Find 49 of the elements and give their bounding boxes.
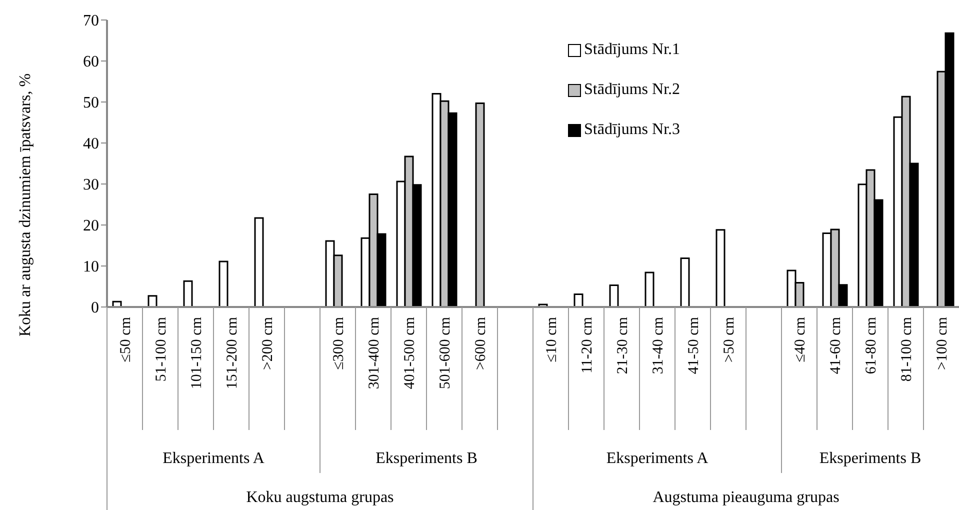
bar [254,217,264,307]
text: Koku augstuma grupas [246,489,394,506]
y-tick-label: 30 [83,176,99,194]
y-tick-label: 50 [83,94,99,112]
x-tick-label: ≤50 cm [118,316,134,362]
bar [609,284,619,307]
y-tick-label: 70 [83,12,99,30]
bar [218,260,228,307]
x-tick-label: ≤300 cm [330,316,347,370]
x-tick-label: 41-50 cm [686,316,702,374]
x-tick-label: 81-100 cm [898,316,915,382]
x-tick-label: 41-60 cm [828,316,844,374]
text: Eksperiments B [376,450,478,467]
legend-label: Stādījums Nr.2 [584,81,680,99]
bar [716,229,726,307]
x-tick-label: >50 cm [721,316,738,363]
y-tick-label: 60 [83,54,99,71]
x-tick-label: 151-200 cm [224,316,240,390]
x-tick-label: 101-150 cm [188,316,205,390]
bar [183,280,193,307]
x-tick-label: >200 cm [260,316,276,370]
bar [680,257,690,307]
x-tick-label: ≤40 cm [792,316,808,362]
x-tick-label: 301-400 cm [366,316,382,390]
y-tick-label: 0 [91,300,99,317]
bar [148,295,158,307]
x-tick-label: ≤10 cm [544,316,560,362]
text: Eksperiments B [819,450,922,467]
y-tick-label: 10 [83,258,99,276]
text: Augstuma pieauguma grupas [652,489,840,506]
bar [574,294,584,307]
text: Eksperiments A [162,450,265,467]
x-tick-label: >600 cm [472,316,489,370]
x-tick-label: >100 cm [934,316,950,370]
legend-label: Stādījums Nr.1 [584,41,680,59]
bar [644,272,654,307]
y-tick-label: 40 [83,136,99,153]
legend-label: Stādījums Nr.3 [584,121,680,139]
x-tick-label: 501-600 cm [437,316,454,390]
y-tick-label: 20 [83,218,99,235]
x-tick-label: 51-100 cm [153,316,170,382]
bar [475,102,485,307]
x-tick-label: 31-40 cm [650,316,666,374]
x-tick-label: 21-30 cm [614,316,631,374]
y-axis-title: Koku ar augusta dzinumiem īpatsvars, % [17,73,34,337]
text: Eksperiments A [606,450,709,467]
x-tick-label: 401-500 cm [402,316,418,390]
x-tick-label: 11-20 cm [579,316,596,374]
x-tick-label: 61-80 cm [863,316,880,374]
